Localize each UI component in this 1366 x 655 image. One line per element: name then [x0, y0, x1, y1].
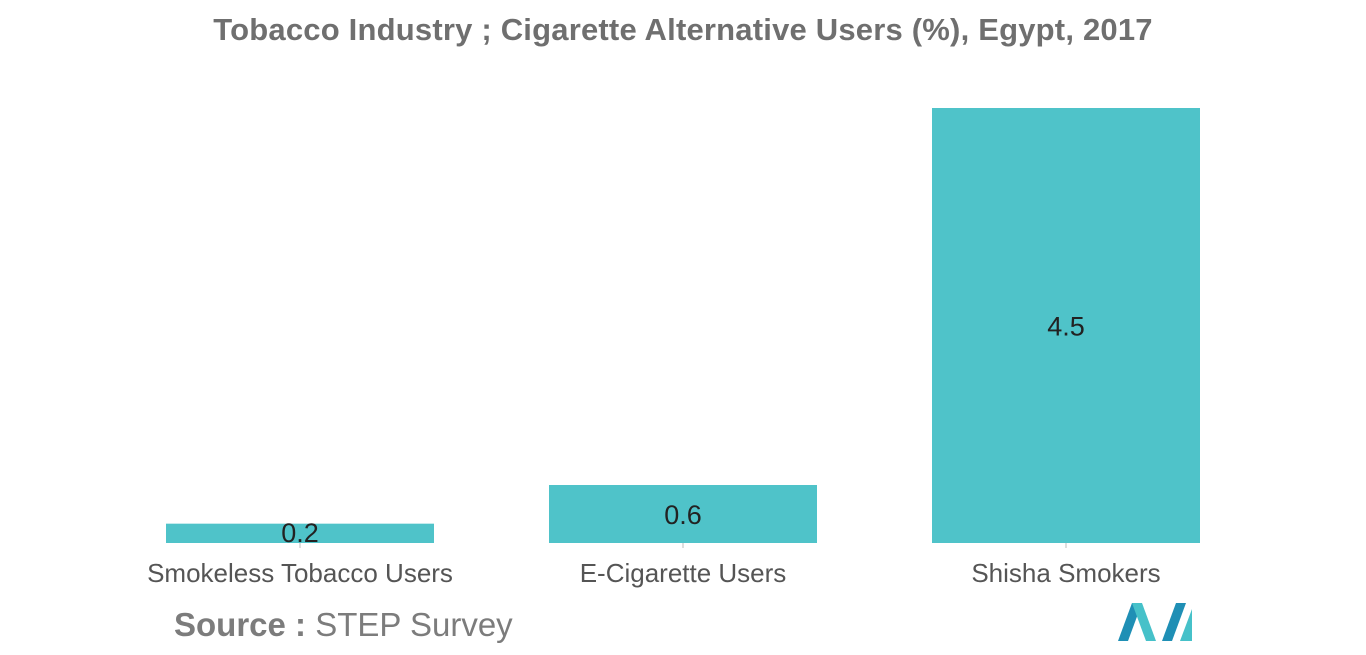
bar-1: [549, 485, 817, 543]
source-note: Source : STEP Survey: [174, 606, 513, 644]
data-label-2: 4.5: [1047, 312, 1085, 342]
chart-title: Tobacco Industry ; Cigarette Alternative…: [213, 12, 1153, 47]
data-label-1: 0.6: [664, 500, 702, 530]
mordor-intelligence-logo-icon: [1118, 603, 1192, 641]
logo-shape-edge: [1180, 609, 1192, 641]
bar-2: [932, 108, 1200, 543]
x-tick-label-2: Shisha Smokers: [971, 558, 1160, 588]
x-tick-label-0: Smokeless Tobacco Users: [147, 558, 453, 588]
logo-shape-right: [1162, 603, 1186, 641]
logo-shape-mid: [1132, 603, 1156, 641]
bar-0: [166, 523, 434, 543]
source-text: STEP Survey: [315, 606, 513, 643]
x-tick-label-1: E-Cigarette Users: [580, 558, 787, 588]
source-label: Source :: [174, 606, 307, 643]
